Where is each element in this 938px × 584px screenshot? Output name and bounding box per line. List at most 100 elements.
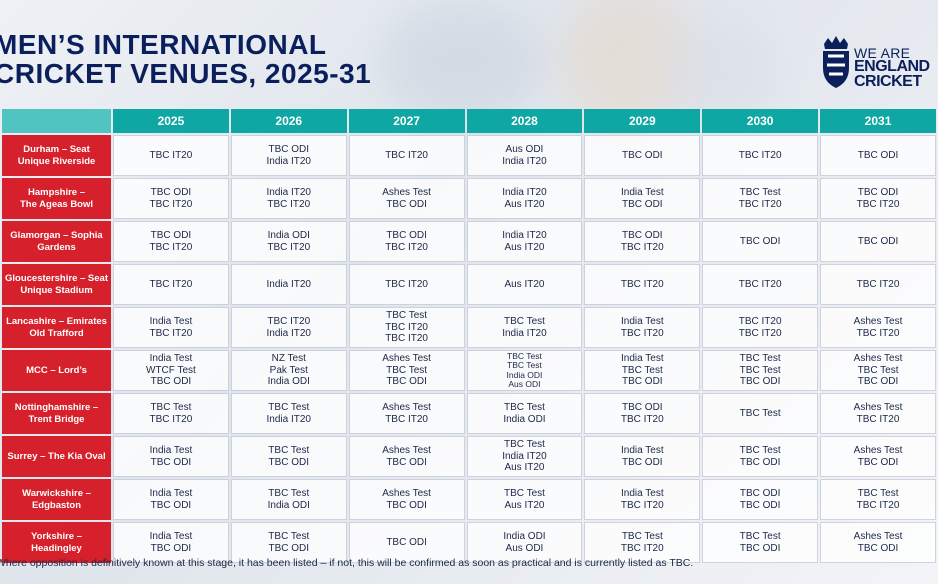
- year-header: 2027: [348, 109, 465, 133]
- table-row: Glamorgan – Sophia Gardens TBC ODI TBC I…: [2, 221, 936, 262]
- england-cricket-logo: WE ARE ENGLAND CRICKET: [818, 32, 938, 94]
- year-header: 2028: [466, 109, 583, 133]
- fixture-cell: India Test TBC ODI: [113, 436, 229, 477]
- fixture-cell: TBC IT20: [702, 264, 819, 305]
- fixture-cell: TBC ODI: [584, 135, 701, 176]
- fixture-cell: India Test WTCF Test TBC ODI: [113, 350, 229, 391]
- fixture-cell: Aus IT20: [466, 264, 583, 305]
- fixture-cell: India Test TBC ODI: [113, 522, 229, 563]
- fixture-cell: TBC IT20: [113, 135, 229, 176]
- fixture-cell: TBC Test India IT20: [230, 393, 347, 434]
- corner-cell: [2, 109, 111, 133]
- table-row: MCC – Lord’s India Test WTCF Test TBC OD…: [2, 350, 936, 391]
- fixture-cell: TBC Test India ODI: [466, 393, 583, 434]
- venue-name: Nottinghamshire – Trent Bridge: [2, 393, 111, 434]
- fixture-cell: TBC Test TBC ODI: [230, 436, 347, 477]
- venue-name: Hampshire – The Ageas Bowl: [2, 178, 111, 219]
- fixture-cell: TBC ODI TBC IT20: [113, 221, 229, 262]
- table-row: Surrey – The Kia Oval India Test TBC ODI…: [2, 436, 936, 477]
- fixture-cell: TBC Test Aus IT20: [466, 479, 583, 520]
- fixture-cell: TBC Test TBC IT20: [584, 522, 701, 563]
- fixture-cell: Ashes Test TBC IT20: [348, 393, 465, 434]
- table-row: Warwickshire – Edgbaston India Test TBC …: [2, 479, 936, 520]
- venue-name: Gloucestershire – Seat Unique Stadium: [2, 264, 111, 305]
- fixture-cell: India Test TBC ODI: [584, 178, 701, 219]
- table-row: Durham – Seat Unique Riverside TBC IT20 …: [2, 135, 936, 176]
- venue-schedule-table: 2025 2026 2027 2028 2029 2030 2031 Durha…: [0, 107, 938, 565]
- venue-name: Yorkshire – Headingley: [2, 522, 111, 563]
- fixture-cell: Ashes Test TBC ODI: [820, 522, 936, 563]
- table-row: Hampshire – The Ageas Bowl TBC ODI TBC I…: [2, 178, 936, 219]
- fixture-cell: TBC ODI TBC IT20: [113, 178, 229, 219]
- fixture-cell: India Test TBC IT20: [113, 307, 229, 348]
- fixture-cell: TBC IT20: [584, 264, 701, 305]
- fixture-cell: India IT20 Aus IT20: [466, 178, 583, 219]
- table-row: Lancashire – Emirates Old Trafford India…: [2, 307, 936, 348]
- fixture-cell: TBC IT20: [348, 264, 465, 305]
- fixture-cell: Ashes Test TBC IT20: [820, 393, 936, 434]
- fixture-cell: TBC Test TBC IT20 TBC IT20: [348, 307, 465, 348]
- fixture-cell: TBC IT20 TBC IT20: [702, 307, 819, 348]
- fixture-cell: Ashes Test TBC ODI: [348, 479, 465, 520]
- fixture-cell: TBC Test TBC ODI: [702, 522, 819, 563]
- fixture-cell: TBC ODI: [702, 221, 819, 262]
- venue-name: Glamorgan – Sophia Gardens: [2, 221, 111, 262]
- fixture-cell: TBC ODI: [820, 135, 936, 176]
- fixture-cell: TBC IT20: [820, 264, 936, 305]
- footnote: Where opposition is definitively known a…: [0, 557, 694, 569]
- fixture-cell: TBC ODI TBC IT20: [584, 393, 701, 434]
- fixture-cell: India ODI TBC IT20: [230, 221, 347, 262]
- fixture-cell: TBC IT20: [113, 264, 229, 305]
- fixture-cell: TBC IT20 India IT20: [230, 307, 347, 348]
- fixture-cell: India IT20 Aus IT20: [466, 221, 583, 262]
- year-header: 2026: [230, 109, 347, 133]
- fixture-cell: Ashes Test TBC ODI: [348, 436, 465, 477]
- fixture-cell: TBC ODI TBC ODI: [702, 479, 819, 520]
- fixture-cell: TBC ODI: [820, 221, 936, 262]
- year-header: 2025: [113, 109, 229, 133]
- table-row: Nottinghamshire – Trent Bridge TBC Test …: [2, 393, 936, 434]
- fixture-cell: Aus ODI India IT20: [466, 135, 583, 176]
- fixture-cell: TBC Test TBC IT20: [113, 393, 229, 434]
- fixture-cell: Ashes Test TBC ODI: [348, 178, 465, 219]
- fixture-cell: TBC ODI TBC IT20: [584, 221, 701, 262]
- fixture-cell: TBC Test India IT20: [466, 307, 583, 348]
- fixture-cell: TBC Test: [702, 393, 819, 434]
- crest-icon: [823, 36, 849, 88]
- table-row: Gloucestershire – Seat Unique Stadium TB…: [2, 264, 936, 305]
- fixture-cell: Ashes Test TBC Test TBC ODI: [348, 350, 465, 391]
- fixture-cell: TBC Test TBC Test TBC ODI: [702, 350, 819, 391]
- fixture-cell: TBC Test TBC ODI: [702, 436, 819, 477]
- logo-line-3: CRICKET: [854, 73, 922, 90]
- header-row: 2025 2026 2027 2028 2029 2030 2031: [2, 109, 936, 133]
- fixture-cell: TBC ODI TBC IT20: [348, 221, 465, 262]
- fixture-cell: India Test TBC IT20: [584, 479, 701, 520]
- venue-name: Surrey – The Kia Oval: [2, 436, 111, 477]
- table-row: Yorkshire – Headingley India Test TBC OD…: [2, 522, 936, 563]
- year-header: 2029: [584, 109, 701, 133]
- fixture-cell: India IT20: [230, 264, 347, 305]
- fixture-cell: India Test TBC ODI: [584, 436, 701, 477]
- venue-name: MCC – Lord’s: [2, 350, 111, 391]
- fixture-cell: TBC ODI India IT20: [230, 135, 347, 176]
- fixture-cell: TBC Test TBC IT20: [820, 479, 936, 520]
- venue-name: Warwickshire – Edgbaston: [2, 479, 111, 520]
- venue-name: Lancashire – Emirates Old Trafford: [2, 307, 111, 348]
- fixture-cell: TBC IT20: [702, 135, 819, 176]
- fixture-cell: TBC Test India ODI: [230, 479, 347, 520]
- fixture-cell: India Test TBC ODI: [113, 479, 229, 520]
- fixture-cell: Ashes Test TBC ODI: [820, 436, 936, 477]
- year-header: 2031: [820, 109, 936, 133]
- fixture-cell: TBC IT20: [348, 135, 465, 176]
- page-title: MEN’S INTERNATIONAL CRICKET VENUES, 2025…: [0, 29, 372, 89]
- venue-name: Durham – Seat Unique Riverside: [2, 135, 111, 176]
- fixture-cell: TBC ODI: [348, 522, 465, 563]
- fixture-cell: TBC ODI TBC IT20: [820, 178, 936, 219]
- fixture-cell: Ashes Test TBC Test TBC ODI: [820, 350, 936, 391]
- year-header: 2030: [702, 109, 819, 133]
- fixture-cell: Ashes Test TBC IT20: [820, 307, 936, 348]
- fixture-cell: India Test TBC IT20: [584, 307, 701, 348]
- fixture-cell: TBC Test TBC Test India ODI Aus ODI: [466, 350, 583, 391]
- fixture-cell: NZ Test Pak Test India ODI: [230, 350, 347, 391]
- fixture-cell: India ODI Aus ODI: [466, 522, 583, 563]
